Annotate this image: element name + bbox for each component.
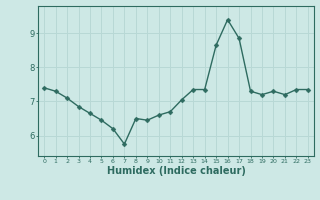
X-axis label: Humidex (Indice chaleur): Humidex (Indice chaleur): [107, 166, 245, 176]
